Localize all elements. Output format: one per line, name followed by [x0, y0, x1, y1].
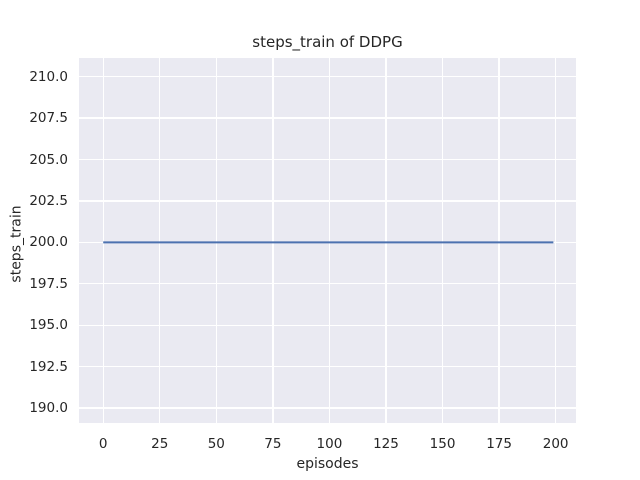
- x-gridline: [554, 58, 557, 423]
- x-tick-label: 175: [486, 436, 512, 452]
- y-tick-label: 190.0: [29, 400, 68, 417]
- x-gridline: [385, 58, 387, 423]
- y-gridline: [79, 366, 576, 368]
- y-gridline: [79, 117, 576, 119]
- y-tick-label: 205.0: [29, 151, 68, 168]
- y-tick-label: 200.0: [29, 234, 68, 251]
- y-gridline: [79, 200, 576, 202]
- y-gridline: [79, 158, 576, 161]
- y-tick-label: 207.5: [29, 110, 68, 127]
- x-gridline: [498, 58, 500, 423]
- x-tick-label: 50: [207, 436, 225, 452]
- x-gridline: [272, 58, 274, 423]
- x-tick-label: 75: [264, 436, 282, 452]
- chart-title: steps_train of DDPG: [252, 33, 403, 51]
- series-layer: [103, 241, 554, 244]
- y-tick-label: 210.0: [29, 68, 68, 85]
- y-gridline: [79, 283, 576, 285]
- x-gridline: [102, 58, 104, 423]
- y-gridline: [79, 76, 576, 78]
- x-tick-label: 200: [542, 436, 569, 452]
- x-gridline: [441, 58, 444, 423]
- x-tick-label: 100: [316, 436, 343, 452]
- x-gridline: [159, 58, 161, 423]
- x-tick-label: 125: [373, 436, 399, 452]
- y-gridline: [79, 407, 576, 409]
- y-tick-label: 195.0: [29, 317, 68, 334]
- y-gridline: [79, 324, 576, 326]
- x-gridline: [328, 58, 331, 423]
- x-tick-label: 150: [429, 436, 456, 452]
- y-tick-label: 192.5: [29, 358, 68, 375]
- y-tick-label: 197.5: [29, 275, 68, 292]
- x-tick-label: 0: [98, 436, 108, 452]
- x-tick-label: 25: [151, 436, 169, 452]
- y-tick-label: 202.5: [29, 192, 68, 209]
- plot-area: [79, 58, 576, 423]
- x-gridline: [215, 58, 217, 423]
- x-axis-label: episodes: [296, 456, 359, 472]
